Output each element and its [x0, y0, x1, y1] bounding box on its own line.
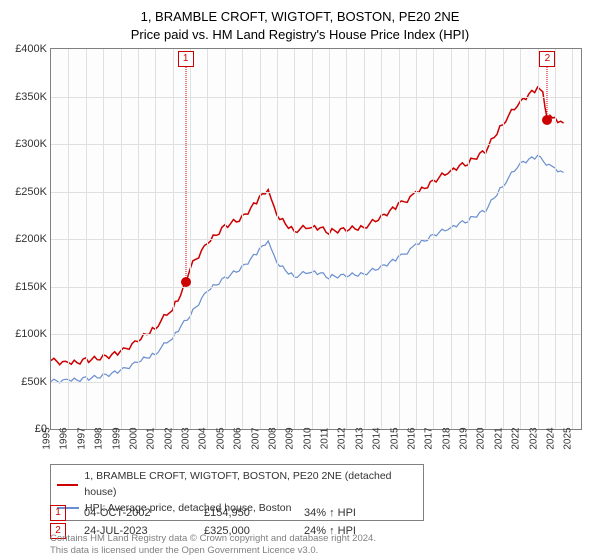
x-tick-label: 2019 — [459, 427, 470, 449]
x-gridline — [294, 49, 295, 429]
x-tick-label: 2015 — [389, 427, 400, 449]
x-gridline — [433, 49, 434, 429]
chart-title: 1, BRAMBLE CROFT, WIGTOFT, BOSTON, PE20 … — [0, 0, 600, 44]
chart-plot-area: £0£50K£100K£150K£200K£250K£300K£350K£400… — [50, 48, 582, 430]
x-gridline — [312, 49, 313, 429]
x-tick-label: 2005 — [215, 427, 226, 449]
x-tick-label: 2018 — [441, 427, 452, 449]
y-gridline — [51, 287, 581, 288]
x-gridline — [555, 49, 556, 429]
x-tick-label: 2025 — [563, 427, 574, 449]
footer-line-1: Contains HM Land Registry data © Crown c… — [50, 533, 376, 544]
y-tick-label: £100K — [15, 328, 47, 340]
y-tick-label: £50K — [21, 376, 47, 388]
series-property — [51, 87, 564, 365]
x-gridline — [242, 49, 243, 429]
x-gridline — [277, 49, 278, 429]
y-tick-label: £400K — [15, 43, 47, 55]
y-tick-label: £200K — [15, 233, 47, 245]
title-line-2: Price paid vs. HM Land Registry's House … — [131, 27, 469, 42]
legend-label-property: 1, BRAMBLE CROFT, WIGTOFT, BOSTON, PE20 … — [84, 469, 417, 501]
y-gridline — [51, 334, 581, 335]
x-tick-label: 1996 — [59, 427, 70, 449]
footer-attribution: Contains HM Land Registry data © Crown c… — [50, 533, 376, 557]
marker-box-icon: 1 — [178, 51, 194, 67]
x-tick-label: 2000 — [128, 427, 139, 449]
x-tick-label: 2006 — [233, 427, 244, 449]
sale-price: £154,950 — [204, 507, 304, 519]
x-gridline — [538, 49, 539, 429]
title-line-1: 1, BRAMBLE CROFT, WIGTOFT, BOSTON, PE20 … — [141, 9, 460, 24]
x-tick-label: 2024 — [545, 427, 556, 449]
x-tick-label: 1995 — [42, 427, 53, 449]
x-gridline — [138, 49, 139, 429]
legend-item: 1, BRAMBLE CROFT, WIGTOFT, BOSTON, PE20 … — [57, 469, 417, 501]
x-gridline — [416, 49, 417, 429]
y-gridline — [51, 97, 581, 98]
y-gridline — [51, 239, 581, 240]
x-tick-label: 2002 — [163, 427, 174, 449]
x-tick-label: 2013 — [354, 427, 365, 449]
x-gridline — [68, 49, 69, 429]
x-gridline — [190, 49, 191, 429]
x-gridline — [399, 49, 400, 429]
x-gridline — [260, 49, 261, 429]
x-tick-label: 2004 — [198, 427, 209, 449]
marker-box-icon: 2 — [539, 51, 555, 67]
x-gridline — [468, 49, 469, 429]
x-gridline — [485, 49, 486, 429]
x-gridline — [155, 49, 156, 429]
x-gridline — [173, 49, 174, 429]
x-tick-label: 2014 — [372, 427, 383, 449]
x-gridline — [225, 49, 226, 429]
x-gridline — [329, 49, 330, 429]
x-tick-label: 2012 — [337, 427, 348, 449]
x-tick-label: 2022 — [511, 427, 522, 449]
x-tick-label: 1999 — [111, 427, 122, 449]
sale-row: 1 04-OCT-2002 £154,950 34% ↑ HPI — [50, 505, 580, 521]
x-tick-label: 2001 — [146, 427, 157, 449]
x-tick-label: 2003 — [181, 427, 192, 449]
marker-vline — [185, 67, 186, 282]
x-gridline — [103, 49, 104, 429]
x-gridline — [381, 49, 382, 429]
x-gridline — [364, 49, 365, 429]
y-tick-label: £350K — [15, 91, 47, 103]
x-tick-label: 1997 — [76, 427, 87, 449]
sale-marker-icon: 1 — [50, 505, 66, 521]
x-tick-label: 2009 — [285, 427, 296, 449]
x-tick-label: 2010 — [302, 427, 313, 449]
y-gridline — [51, 192, 581, 193]
marker-dot-icon — [542, 115, 552, 125]
y-tick-label: £150K — [15, 281, 47, 293]
x-tick-label: 2007 — [250, 427, 261, 449]
x-gridline — [520, 49, 521, 429]
x-tick-label: 2008 — [267, 427, 278, 449]
marker-vline — [547, 67, 548, 120]
x-tick-label: 2021 — [493, 427, 504, 449]
sale-pct: 34% ↑ HPI — [304, 507, 404, 519]
x-tick-label: 2011 — [320, 428, 331, 450]
x-gridline — [451, 49, 452, 429]
x-tick-label: 1998 — [94, 427, 105, 449]
y-gridline — [51, 382, 581, 383]
x-tick-label: 2023 — [528, 427, 539, 449]
x-gridline — [207, 49, 208, 429]
x-gridline — [503, 49, 504, 429]
x-tick-label: 2017 — [424, 427, 435, 449]
x-gridline — [86, 49, 87, 429]
x-gridline — [121, 49, 122, 429]
y-tick-label: £300K — [15, 138, 47, 150]
x-gridline — [346, 49, 347, 429]
marker-dot-icon — [181, 277, 191, 287]
x-gridline — [572, 49, 573, 429]
x-tick-label: 2020 — [476, 427, 487, 449]
sale-date: 04-OCT-2002 — [84, 507, 204, 519]
footer-line-2: This data is licensed under the Open Gov… — [50, 545, 318, 556]
y-gridline — [51, 144, 581, 145]
y-tick-label: £250K — [15, 186, 47, 198]
x-tick-label: 2016 — [406, 427, 417, 449]
legend-swatch-property — [57, 484, 78, 486]
